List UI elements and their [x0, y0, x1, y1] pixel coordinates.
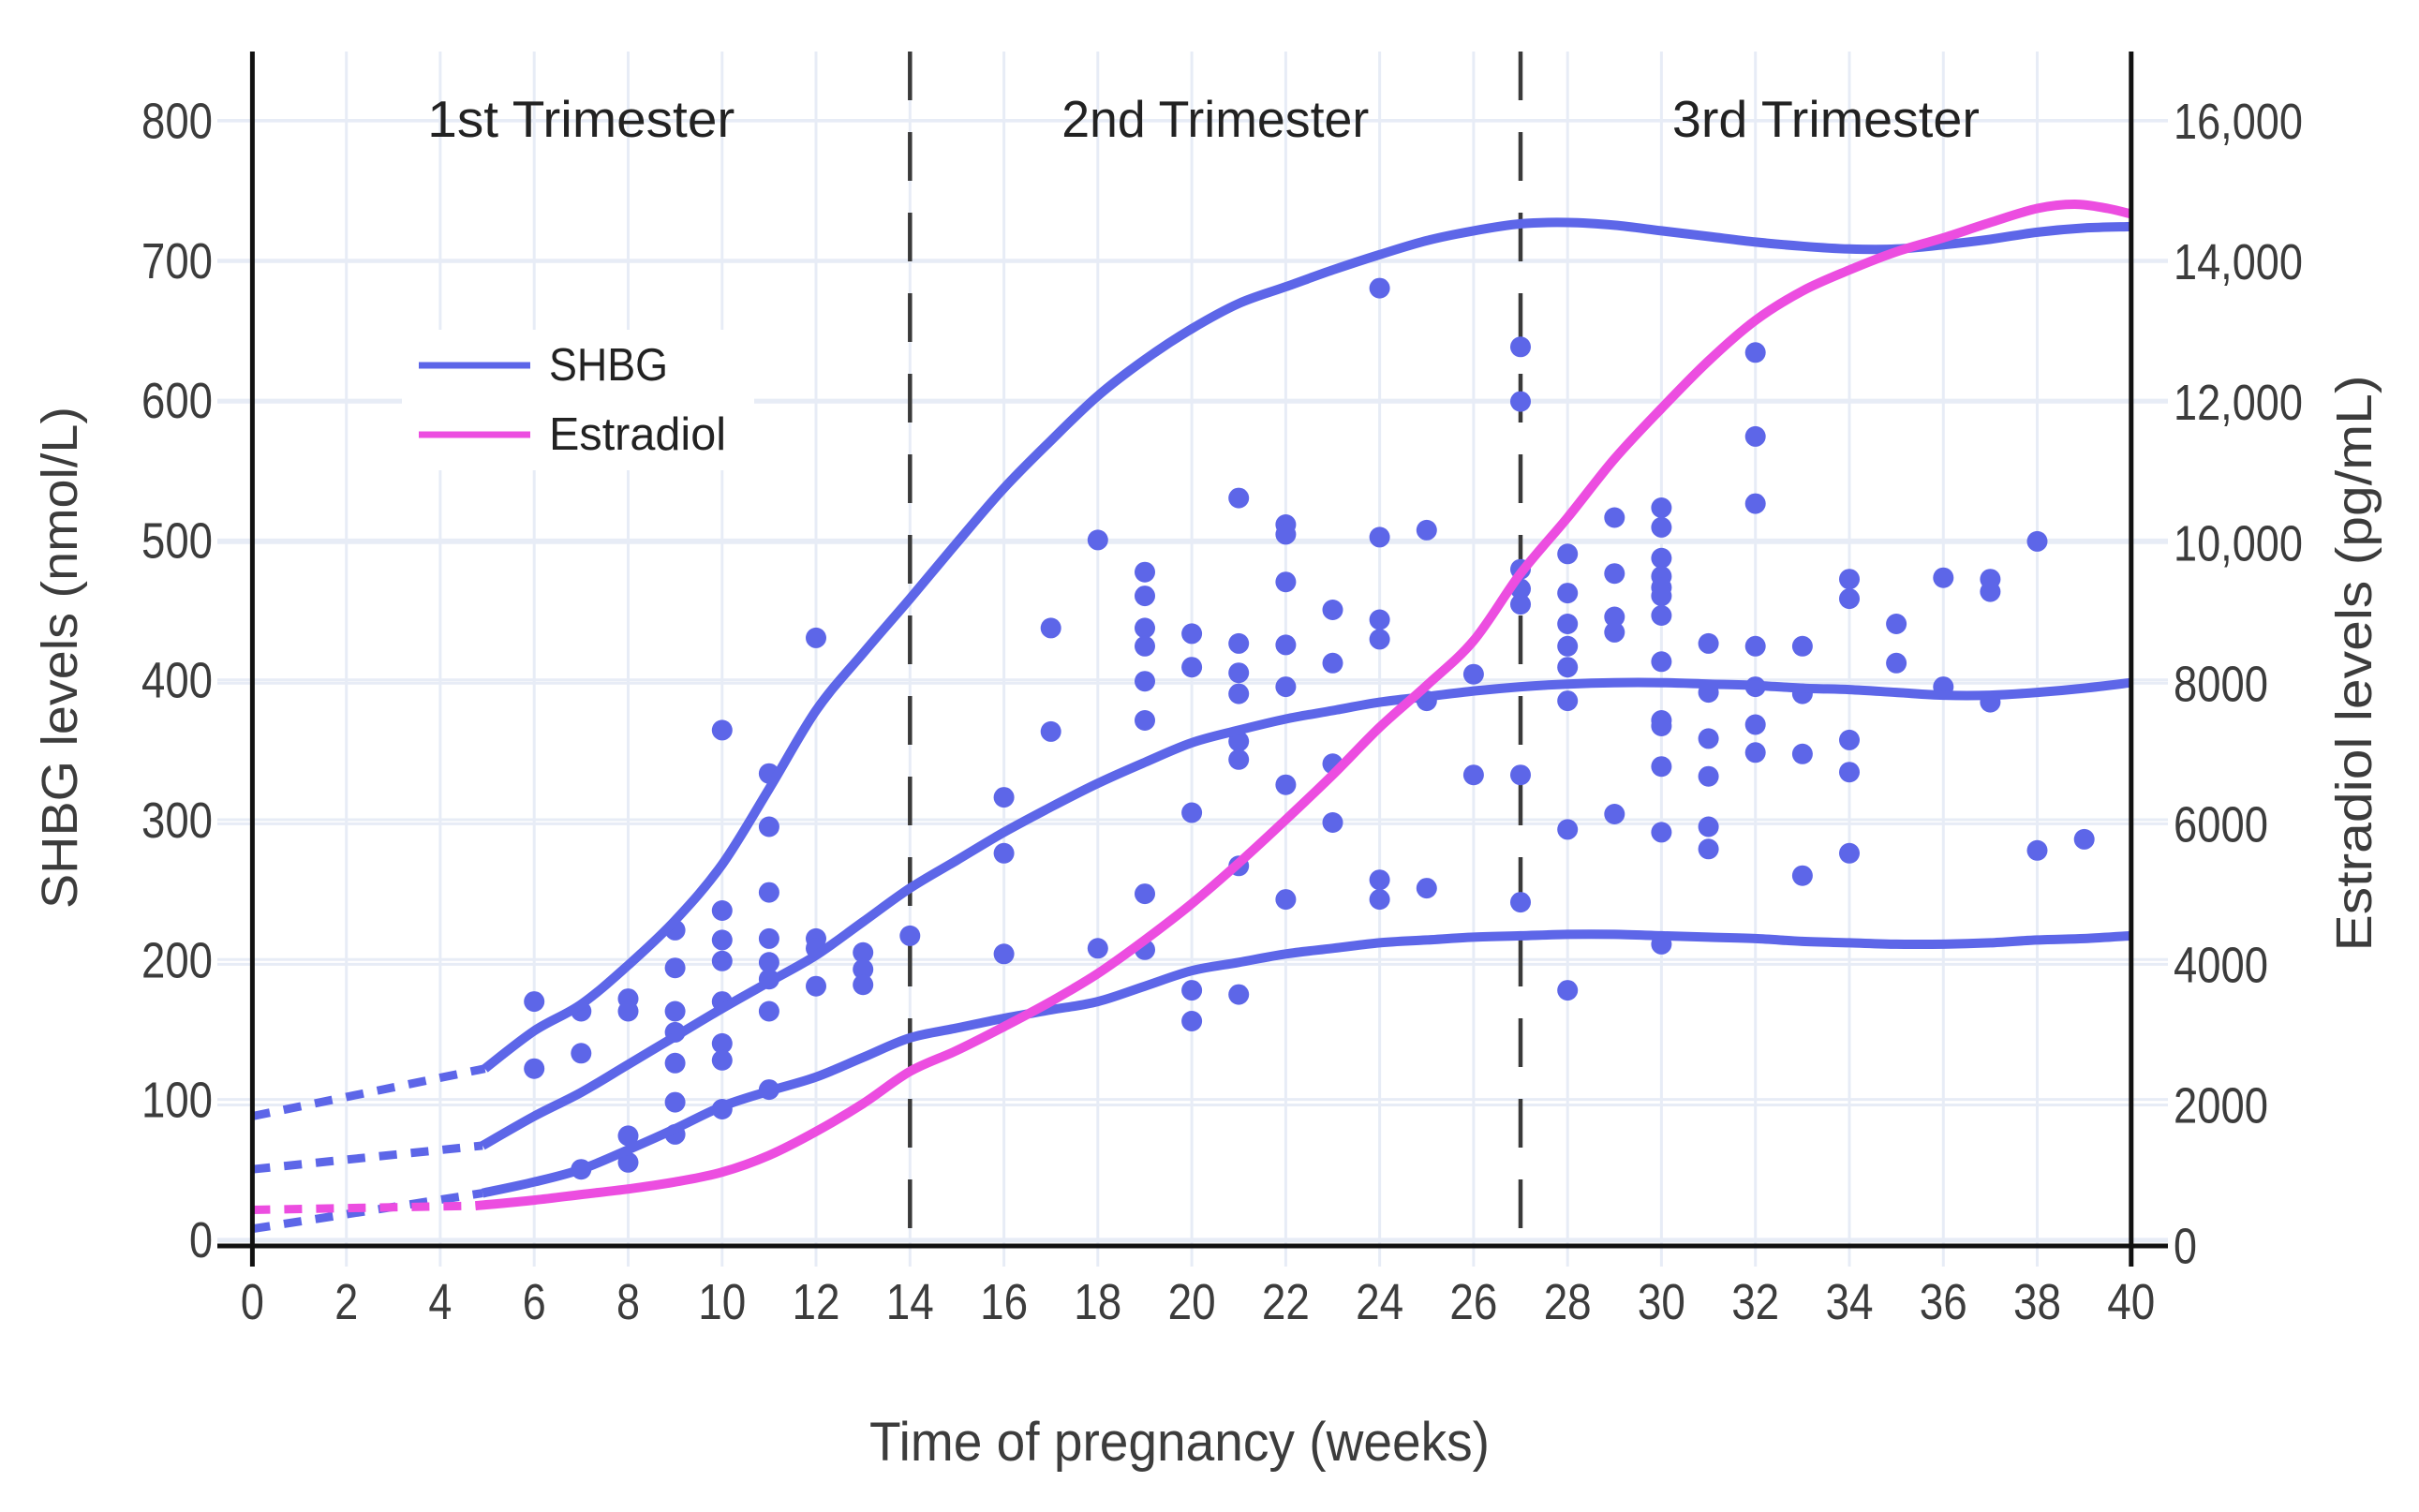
svg-text:12: 12 [793, 1274, 840, 1330]
svg-text:18: 18 [1074, 1274, 1121, 1330]
svg-text:500: 500 [141, 512, 213, 569]
svg-text:14: 14 [886, 1274, 934, 1330]
svg-text:1st Trimester: 1st Trimester [427, 90, 735, 148]
svg-text:10,000: 10,000 [2174, 515, 2303, 571]
svg-text:2000: 2000 [2174, 1078, 2268, 1134]
svg-text:4000: 4000 [2174, 937, 2268, 993]
svg-text:16,000: 16,000 [2174, 94, 2303, 150]
svg-text:32: 32 [1731, 1274, 1779, 1330]
svg-text:20: 20 [1168, 1274, 1216, 1330]
svg-text:2: 2 [334, 1274, 358, 1330]
svg-text:30: 30 [1638, 1274, 1685, 1330]
svg-text:38: 38 [2013, 1274, 2061, 1330]
svg-text:6: 6 [523, 1274, 546, 1330]
svg-text:600: 600 [141, 373, 213, 429]
svg-text:SHBG: SHBG [549, 340, 668, 391]
svg-text:Time of pregnancy (weeks): Time of pregnancy (weeks) [869, 1412, 1490, 1473]
svg-text:800: 800 [141, 94, 213, 150]
svg-text:8000: 8000 [2174, 656, 2268, 712]
svg-text:24: 24 [1356, 1274, 1403, 1330]
svg-text:0: 0 [2174, 1219, 2197, 1275]
svg-text:SHBG levels (nmol/L): SHBG levels (nmol/L) [32, 407, 88, 909]
svg-text:0: 0 [241, 1274, 264, 1330]
svg-text:300: 300 [141, 793, 213, 849]
svg-text:28: 28 [1544, 1274, 1592, 1330]
svg-text:10: 10 [698, 1274, 746, 1330]
svg-text:40: 40 [2107, 1274, 2155, 1330]
svg-text:16: 16 [980, 1274, 1028, 1330]
svg-text:12,000: 12,000 [2174, 375, 2303, 431]
svg-text:22: 22 [1262, 1274, 1310, 1330]
svg-text:34: 34 [1826, 1274, 1874, 1330]
svg-text:2nd Trimester: 2nd Trimester [1061, 90, 1369, 148]
svg-text:36: 36 [1920, 1274, 1967, 1330]
svg-text:6000: 6000 [2174, 796, 2268, 852]
svg-text:26: 26 [1449, 1274, 1497, 1330]
svg-text:400: 400 [141, 653, 213, 709]
svg-text:700: 700 [141, 233, 213, 289]
svg-text:4: 4 [428, 1274, 452, 1330]
svg-text:200: 200 [141, 932, 213, 988]
svg-text:Estradiol levels (pg/mL): Estradiol levels (pg/mL) [2326, 376, 2382, 952]
svg-text:14,000: 14,000 [2174, 234, 2303, 290]
svg-text:Estradiol: Estradiol [549, 409, 726, 460]
svg-text:0: 0 [189, 1212, 213, 1268]
svg-text:100: 100 [141, 1073, 213, 1129]
svg-text:8: 8 [616, 1274, 640, 1330]
svg-text:3rd Trimester: 3rd Trimester [1672, 90, 1980, 148]
